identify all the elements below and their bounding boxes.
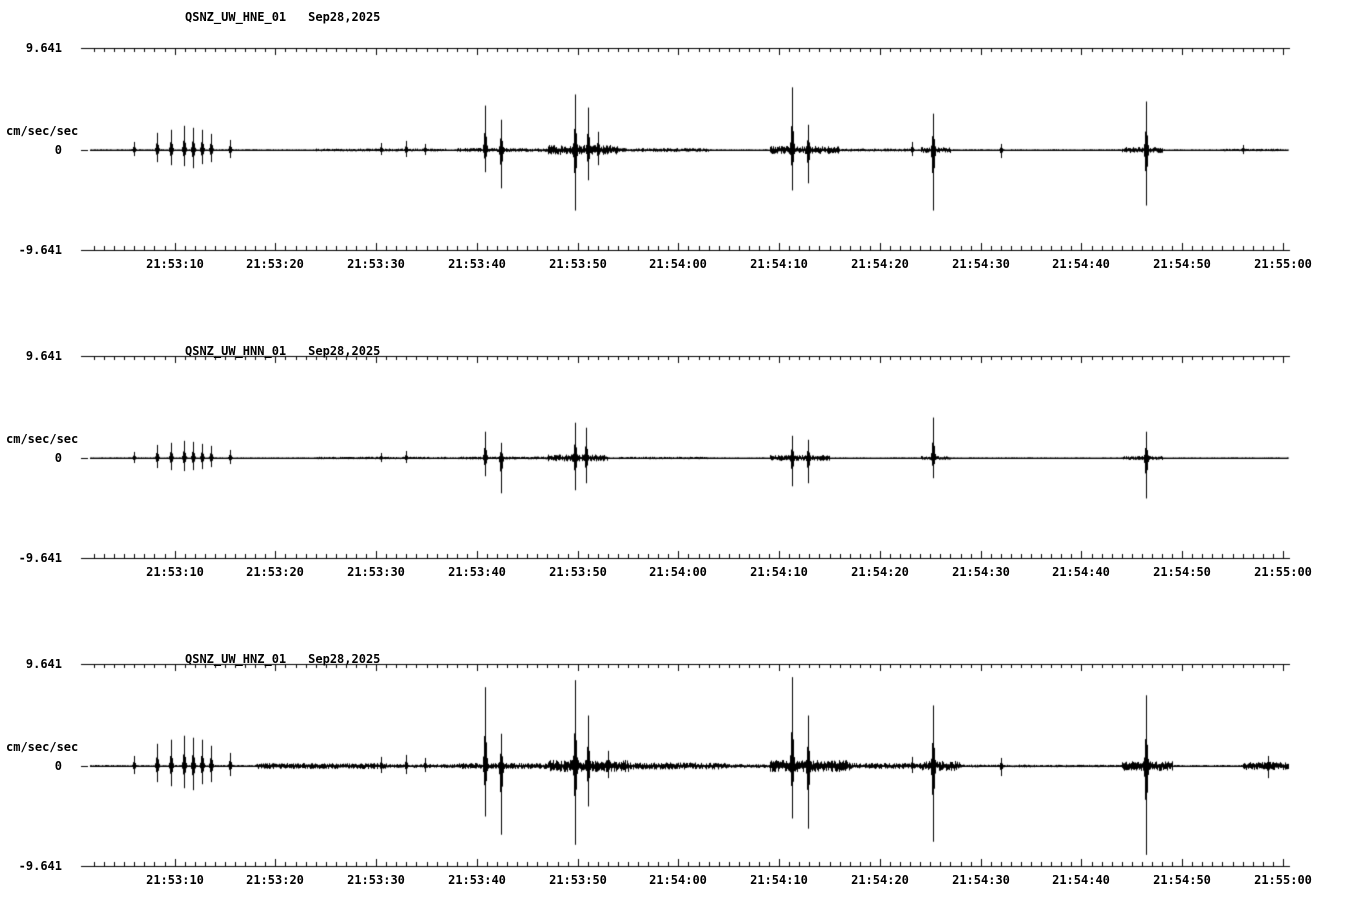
x-tick-label: 21:54:50 (1153, 873, 1211, 887)
x-tick-label: 21:54:30 (952, 873, 1010, 887)
y-tick-label-min: -9.641 (18, 243, 62, 257)
y-tick-label-zero: 0 (54, 143, 62, 157)
x-tick-label: 21:54:10 (750, 873, 808, 887)
x-tick-label: 21:53:30 (347, 257, 405, 271)
y-tick-label-zero: 0 (54, 451, 62, 465)
x-tick-label: 21:55:00 (1254, 257, 1312, 271)
x-tick-label: 21:54:00 (649, 873, 707, 887)
station-id: QSNZ_UW_HNE_01 (185, 10, 287, 24)
x-tick-label: 21:53:30 (347, 873, 405, 887)
x-tick-label: 21:54:00 (649, 257, 707, 271)
y-axis-units-label: cm/sec/sec (6, 740, 79, 754)
seismogram-canvas-hne (0, 0, 1358, 308)
x-tick-label: 21:53:40 (448, 565, 506, 579)
x-tick-label: 21:53:50 (549, 257, 607, 271)
y-tick-label-min: -9.641 (18, 859, 62, 873)
x-tick-label: 21:53:50 (549, 565, 607, 579)
date-label: Sep28,2025 (308, 10, 381, 24)
x-tick-label: 21:55:00 (1254, 565, 1312, 579)
x-tick-label: 21:54:50 (1153, 257, 1211, 271)
x-tick-label: 21:54:30 (952, 565, 1010, 579)
x-tick-label: 21:54:20 (851, 257, 909, 271)
trace-title: QSNZ_UW_HNN_01 Sep28,2025 (185, 344, 380, 358)
seismogram-panel-hne: QSNZ_UW_HNE_01 Sep28,2025 9.641 cm/sec/se… (0, 0, 1358, 308)
y-tick-label-max: 9.641 (25, 41, 62, 55)
y-tick-label-max: 9.641 (25, 349, 62, 363)
x-tick-label: 21:53:40 (448, 873, 506, 887)
station-id: QSNZ_UW_HNN_01 (185, 344, 287, 358)
y-axis-units-label: cm/sec/sec (6, 124, 79, 138)
x-tick-label: 21:54:00 (649, 565, 707, 579)
x-tick-label: 21:53:20 (246, 565, 304, 579)
seismogram-canvas-hnn (0, 308, 1358, 616)
x-tick-label: 21:54:10 (750, 565, 808, 579)
x-tick-label: 21:53:20 (246, 257, 304, 271)
seismogram-panel-hnz: QSNZ_UW_HNZ_01 Sep28,2025 9.641 cm/sec/se… (0, 616, 1358, 924)
seismogram-canvas-hnz (0, 616, 1358, 924)
x-tick-label: 21:54:30 (952, 257, 1010, 271)
x-tick-label: 21:53:10 (146, 873, 204, 887)
trace-title: QSNZ_UW_HNZ_01 Sep28,2025 (185, 652, 380, 666)
x-tick-label: 21:54:10 (750, 257, 808, 271)
trace-title: QSNZ_UW_HNE_01 Sep28,2025 (185, 10, 380, 24)
x-tick-label: 21:53:10 (146, 565, 204, 579)
x-tick-label: 21:54:40 (1052, 565, 1110, 579)
x-tick-label: 21:54:40 (1052, 257, 1110, 271)
y-axis-units-label: cm/sec/sec (6, 432, 79, 446)
x-tick-label: 21:54:40 (1052, 873, 1110, 887)
station-id: QSNZ_UW_HNZ_01 (185, 652, 287, 666)
x-tick-label: 21:54:20 (851, 565, 909, 579)
seismogram-panel-hnn: QSNZ_UW_HNN_01 Sep28,2025 9.641 cm/sec/se… (0, 308, 1358, 616)
date-label: Sep28,2025 (308, 344, 381, 358)
x-tick-label: 21:53:30 (347, 565, 405, 579)
x-tick-label: 21:53:20 (246, 873, 304, 887)
x-tick-label: 21:54:20 (851, 873, 909, 887)
y-tick-label-max: 9.641 (25, 657, 62, 671)
x-tick-label: 21:53:10 (146, 257, 204, 271)
y-tick-label-min: -9.641 (18, 551, 62, 565)
y-tick-label-zero: 0 (54, 759, 62, 773)
x-tick-label: 21:55:00 (1254, 873, 1312, 887)
x-tick-label: 21:53:50 (549, 873, 607, 887)
x-tick-label: 21:53:40 (448, 257, 506, 271)
x-tick-label: 21:54:50 (1153, 565, 1211, 579)
date-label: Sep28,2025 (308, 652, 381, 666)
